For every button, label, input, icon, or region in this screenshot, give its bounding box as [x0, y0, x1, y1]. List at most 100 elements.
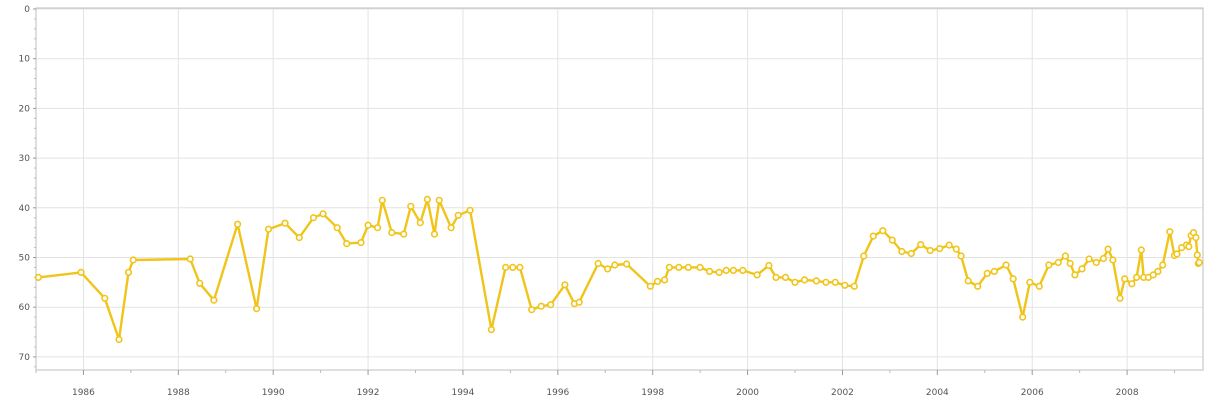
data-point[interactable] — [753, 271, 761, 279]
data-point[interactable] — [343, 240, 351, 248]
data-point[interactable] — [957, 252, 965, 260]
data-point[interactable] — [374, 224, 382, 232]
data-point[interactable] — [879, 227, 887, 235]
data-point[interactable] — [660, 276, 669, 284]
data-point[interactable] — [1054, 258, 1062, 267]
data-point[interactable] — [1116, 294, 1124, 302]
data-point[interactable] — [1035, 282, 1043, 290]
data-point[interactable] — [1078, 265, 1086, 273]
data-point[interactable] — [547, 301, 555, 309]
data-point[interactable] — [575, 298, 583, 306]
data-point[interactable] — [675, 263, 683, 272]
data-point[interactable] — [333, 224, 341, 232]
data-point[interactable] — [964, 277, 972, 285]
data-point[interactable] — [907, 249, 915, 258]
data-point[interactable] — [990, 267, 998, 276]
data-point[interactable] — [850, 282, 858, 290]
data-point[interactable] — [1185, 243, 1193, 251]
data-point[interactable] — [1149, 271, 1157, 279]
data-point[interactable] — [1002, 261, 1010, 269]
data-point[interactable] — [888, 236, 896, 244]
data-point[interactable] — [1109, 256, 1117, 264]
data-point[interactable] — [561, 281, 569, 289]
data-point[interactable] — [739, 266, 747, 275]
data-point[interactable] — [1192, 234, 1200, 242]
data-point[interactable] — [812, 277, 821, 285]
data-point[interactable] — [466, 206, 474, 214]
data-point[interactable] — [1009, 275, 1017, 283]
data-point[interactable] — [715, 268, 723, 277]
data-point[interactable] — [1195, 258, 1203, 267]
data-point[interactable] — [722, 266, 730, 275]
data-point[interactable] — [234, 220, 242, 228]
data-point[interactable] — [516, 263, 524, 272]
data-point[interactable] — [1166, 228, 1174, 236]
data-point[interactable] — [791, 278, 799, 286]
data-point[interactable] — [1092, 258, 1100, 267]
data-point[interactable] — [264, 225, 273, 233]
data-point[interactable] — [101, 294, 109, 302]
data-point[interactable] — [822, 278, 830, 286]
data-point[interactable] — [1173, 250, 1181, 258]
data-point[interactable] — [281, 219, 289, 227]
data-point[interactable] — [800, 276, 809, 284]
data-point[interactable] — [502, 263, 510, 272]
data-point[interactable] — [983, 269, 991, 278]
data-point[interactable] — [319, 210, 327, 218]
data-point[interactable] — [77, 268, 85, 277]
data-point[interactable] — [653, 277, 662, 286]
data-point[interactable] — [860, 252, 868, 260]
data-point[interactable] — [594, 259, 602, 268]
data-point[interactable] — [898, 247, 906, 256]
data-point[interactable] — [831, 278, 839, 286]
data-point[interactable] — [1019, 313, 1027, 321]
data-point[interactable] — [407, 202, 415, 210]
data-point[interactable] — [357, 239, 365, 247]
data-point[interactable] — [1099, 254, 1107, 263]
data-point[interactable] — [1066, 259, 1074, 268]
data-point[interactable] — [952, 245, 960, 253]
data-point[interactable] — [665, 263, 673, 272]
data-point[interactable] — [1159, 261, 1167, 269]
data-point[interactable] — [1121, 275, 1129, 283]
data-point[interactable] — [926, 246, 934, 255]
data-point[interactable] — [1137, 246, 1145, 254]
data-point[interactable] — [1128, 280, 1136, 288]
data-point[interactable] — [1104, 245, 1112, 253]
data-point[interactable] — [696, 263, 704, 272]
data-point[interactable] — [295, 234, 303, 242]
data-point[interactable] — [129, 256, 137, 264]
data-point[interactable] — [945, 241, 953, 249]
data-point[interactable] — [454, 211, 462, 219]
data-point[interactable] — [388, 229, 396, 237]
data-point[interactable] — [622, 260, 631, 268]
data-point[interactable] — [309, 214, 318, 222]
data-point[interactable] — [705, 267, 714, 276]
data-point[interactable] — [611, 261, 619, 269]
data-point[interactable] — [186, 255, 194, 263]
data-point[interactable] — [430, 230, 439, 238]
data-point[interactable] — [1085, 255, 1093, 263]
data-point[interactable] — [196, 279, 204, 287]
data-point[interactable] — [974, 282, 982, 290]
data-point[interactable] — [400, 230, 408, 238]
data-point[interactable] — [124, 268, 133, 277]
data-point[interactable] — [528, 306, 536, 314]
data-point[interactable] — [34, 273, 43, 282]
data-point[interactable] — [772, 273, 780, 282]
data-point[interactable] — [765, 261, 773, 270]
data-point[interactable] — [487, 326, 496, 334]
data-point[interactable] — [115, 335, 123, 344]
data-point[interactable] — [684, 263, 692, 272]
data-point[interactable] — [210, 296, 218, 304]
data-point[interactable] — [1061, 252, 1069, 260]
data-point[interactable] — [1045, 261, 1053, 269]
data-point[interactable] — [509, 263, 517, 272]
data-point[interactable] — [1132, 273, 1141, 282]
data-point[interactable] — [1193, 251, 1201, 259]
data-point[interactable] — [646, 282, 654, 290]
data-point[interactable] — [1071, 271, 1079, 279]
data-point[interactable] — [841, 281, 849, 289]
data-point[interactable] — [781, 273, 790, 282]
data-point[interactable] — [435, 196, 443, 204]
